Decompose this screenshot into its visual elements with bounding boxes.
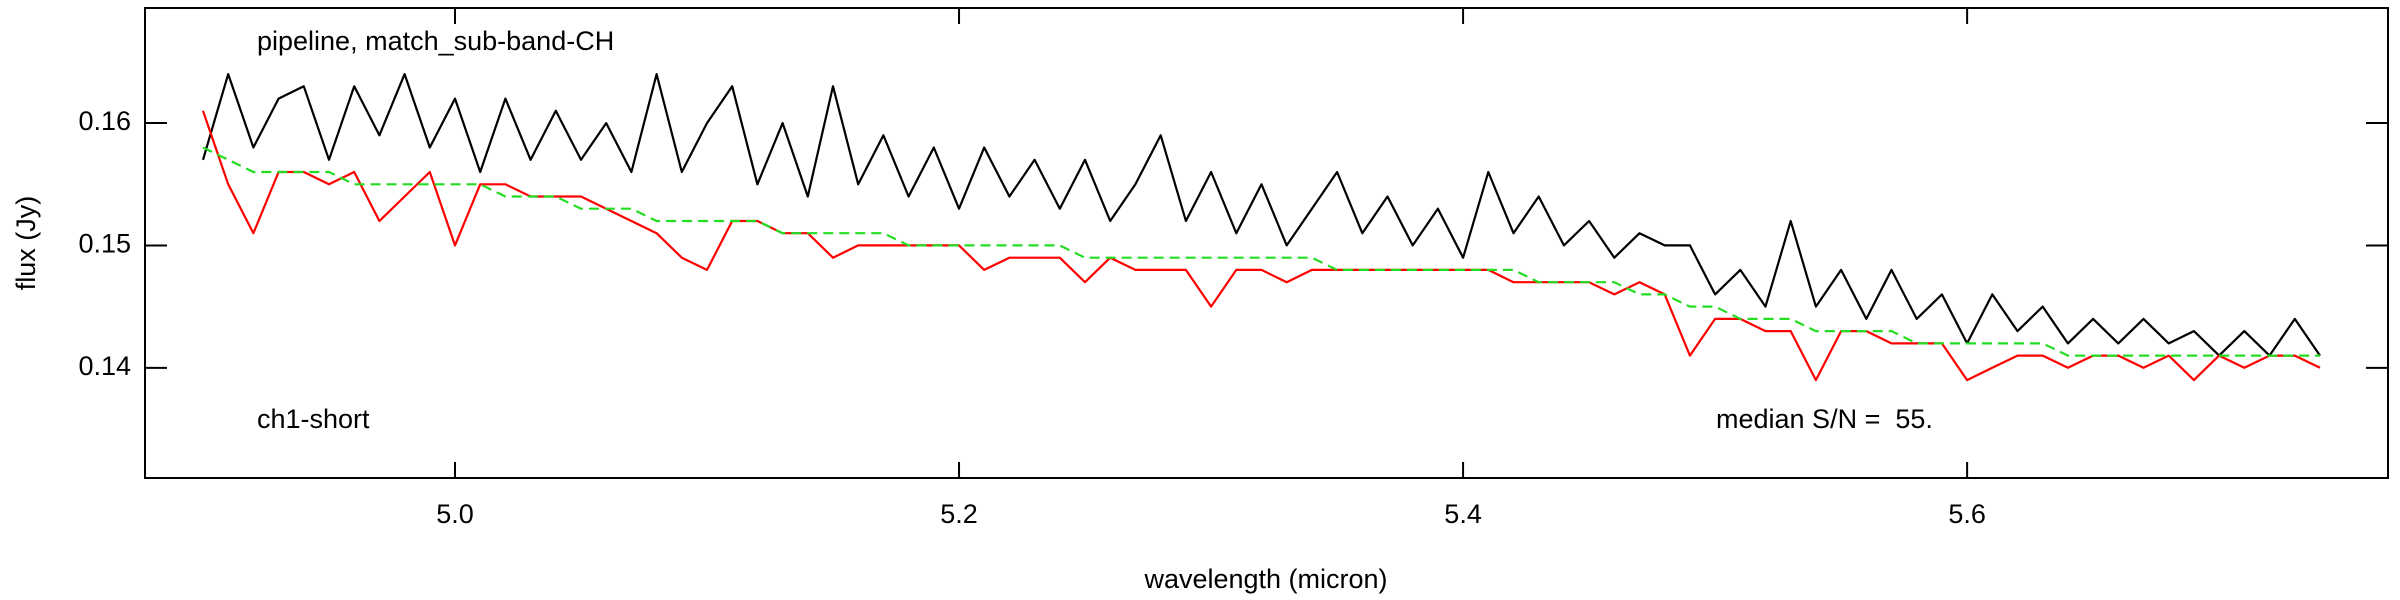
series-line xyxy=(202,146,2320,357)
x-tick-label: 5.4 xyxy=(1444,499,1482,529)
annotation: ch1-short xyxy=(257,404,370,434)
y-axis-label: flux (Jy) xyxy=(11,196,41,291)
y-tick-label: 0.16 xyxy=(78,106,131,136)
x-axis-label: wavelength (micron) xyxy=(1143,564,1387,594)
y-tick-label: 0.15 xyxy=(78,229,131,259)
series-line xyxy=(201,73,2321,357)
plot-frame xyxy=(144,7,2389,479)
x-tick-label: 5.2 xyxy=(940,499,978,529)
x-tick-label: 5.0 xyxy=(436,499,474,529)
annotation: pipeline, match_sub-band-CH xyxy=(257,26,614,56)
annotation: median S/N = 55. xyxy=(1716,404,1933,434)
x-tick-label: 5.6 xyxy=(1948,499,1986,529)
series-line xyxy=(201,110,2321,382)
y-tick-label: 0.14 xyxy=(78,351,131,381)
